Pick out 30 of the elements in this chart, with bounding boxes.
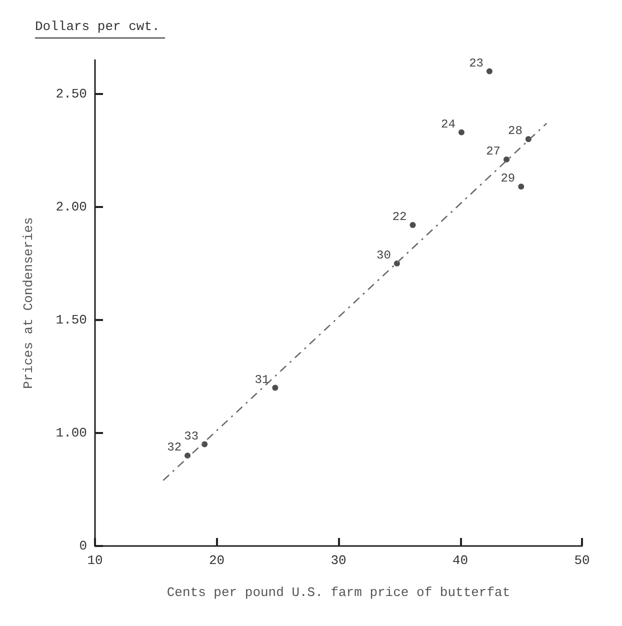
y-tick-label: 2.50 [56, 86, 87, 102]
annotation: 32 [167, 440, 182, 455]
point [410, 222, 416, 228]
annotation: 31 [254, 372, 270, 387]
point [486, 68, 492, 74]
point [272, 384, 278, 391]
annotation: 23 [469, 56, 484, 70]
x-tick-label: 20 [208, 553, 225, 568]
y-tick-label: 0 [79, 538, 87, 554]
annotation: 24 [441, 117, 456, 132]
annotation: 27 [486, 144, 501, 158]
point [518, 184, 524, 190]
y-tick-label: 1.00 [56, 425, 87, 440]
x-tick-label: 30 [330, 553, 346, 568]
text: Dollars per cwt. [35, 19, 160, 34]
y-tick-label: 2.00 [56, 199, 87, 214]
y-axis-title: Prices at Condenseries [21, 217, 36, 389]
annotation: 28 [508, 124, 522, 138]
point [504, 156, 510, 162]
x-tick-label: 50 [574, 553, 590, 568]
x-axis-title: Cents per pound U.S. farm price of butterfat [166, 585, 510, 600]
annotation: 29 [500, 172, 516, 186]
x-tick-label: 40 [452, 553, 468, 568]
annotation: 30 [376, 248, 391, 262]
point [394, 260, 400, 266]
x-tick-label: 10 [87, 553, 103, 568]
point [458, 129, 464, 136]
annotation: 33 [184, 429, 199, 444]
y-tick-label: 1.50 [56, 312, 87, 328]
annotation: 22 [392, 210, 407, 224]
